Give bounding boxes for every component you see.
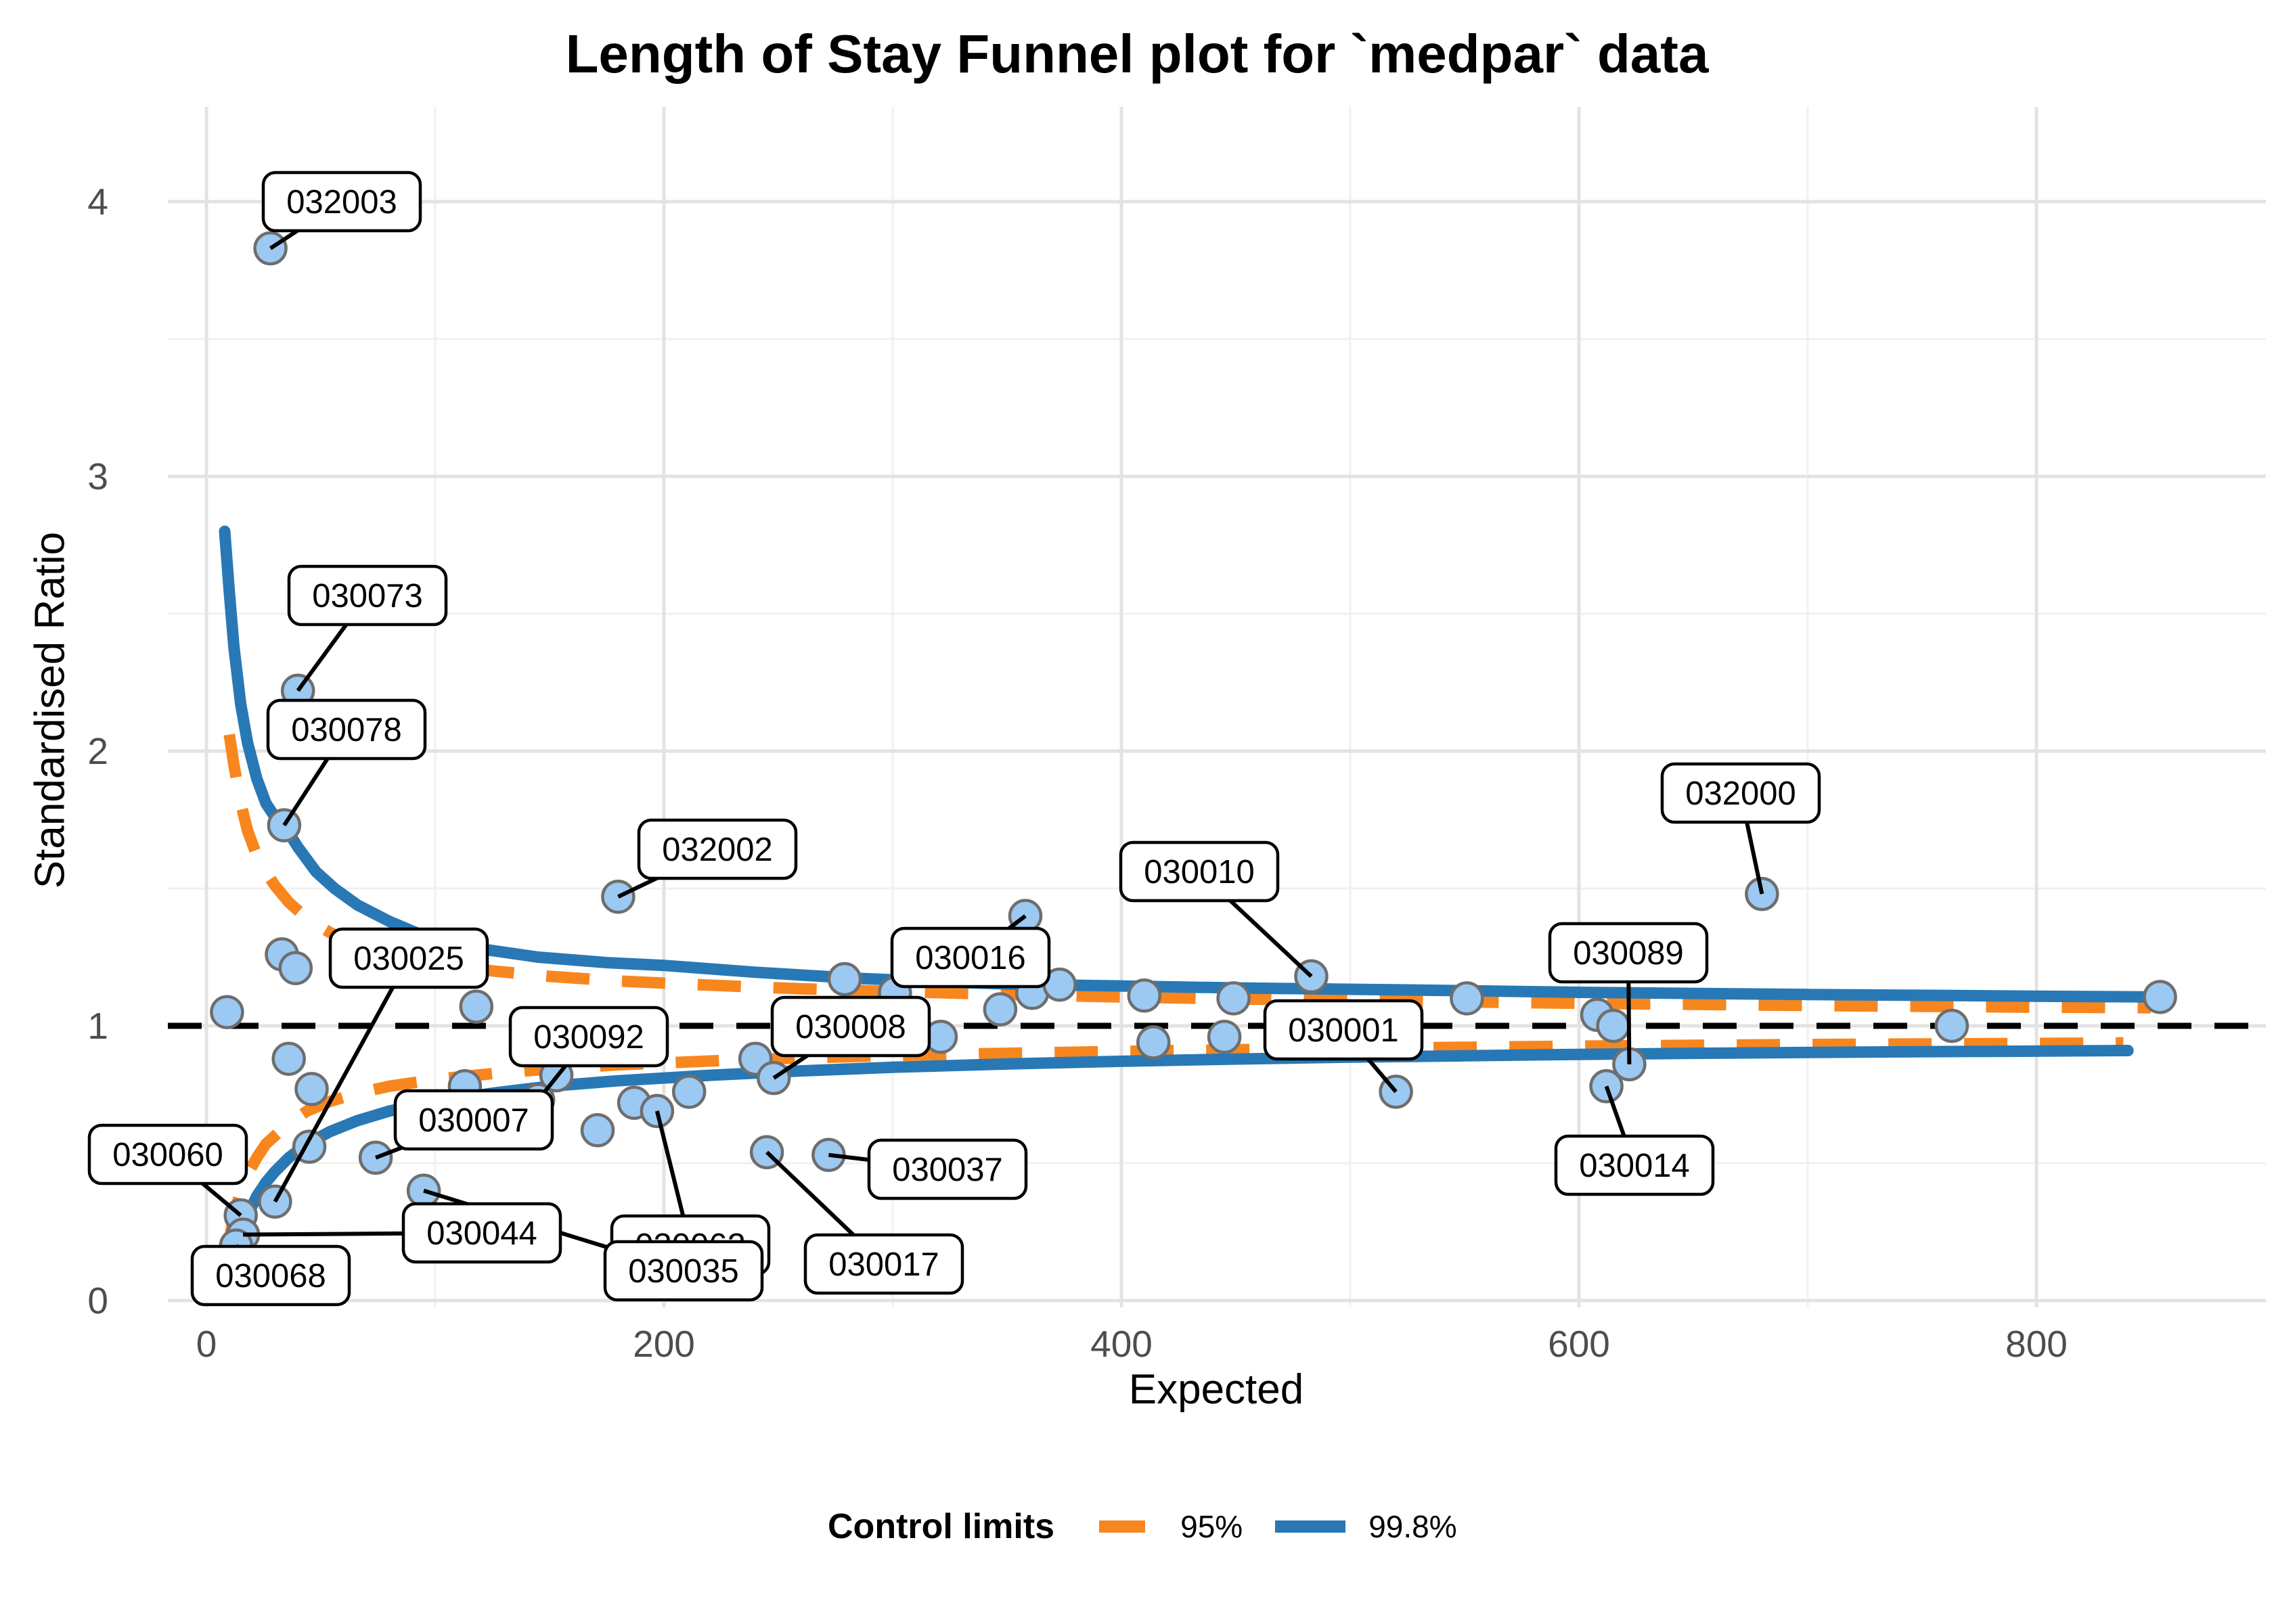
y-tick-label: 1 (87, 1005, 108, 1047)
data-point (253, 231, 288, 266)
data-point (1589, 1069, 1624, 1104)
legend-key-95-dash-icon (1082, 1520, 1163, 1533)
limit-95-lower-curve (223, 1037, 2124, 1242)
point-label-box (328, 927, 489, 989)
point-label-text: 030007 (418, 1102, 529, 1139)
limit-95-upper-curve (223, 734, 2152, 1014)
point-label-text: 030060 (112, 1137, 223, 1173)
data-point (1136, 1025, 1171, 1060)
data-point (827, 962, 862, 997)
data-point (278, 951, 313, 985)
point-label-box (770, 995, 931, 1058)
point-label-box (1119, 840, 1280, 903)
chart-title: Length of Stay Funnel plot for `medpar` … (565, 24, 1709, 84)
point-label-text: 030010 (1144, 854, 1255, 890)
point-label-box (603, 1240, 764, 1302)
limit-998-lower-curve (223, 1045, 2134, 1296)
legend-title: Control limits (828, 1507, 1055, 1546)
legend-label-998: 99.8% (1368, 1509, 1457, 1544)
point-label-box (867, 1138, 1028, 1200)
x-tick-label: 800 (2005, 1323, 2068, 1365)
label-leader-line (273, 957, 411, 1203)
point-label-text: 032003 (286, 184, 397, 221)
data-point (983, 992, 1018, 1027)
point-label-box (508, 1006, 669, 1068)
data-point (580, 1113, 615, 1148)
point-label-text: 030001 (1288, 1012, 1399, 1049)
data-point (1596, 1008, 1630, 1043)
point-label-box (1548, 922, 1709, 984)
data-point (1934, 1008, 1969, 1043)
point-label-box (393, 1089, 554, 1151)
point-label-box (87, 1123, 248, 1186)
point-label-text: 030008 (795, 1009, 906, 1045)
x-axis-title: Expected (1128, 1366, 1304, 1413)
data-point (1450, 981, 1484, 1016)
point-label-text: 030016 (915, 940, 1026, 976)
data-point (1216, 981, 1251, 1016)
point-label-box (1660, 762, 1821, 824)
x-tick-label: 0 (196, 1323, 217, 1365)
legend: Control limits 95% 99.8% (828, 1506, 1457, 1547)
point-label-text: 032002 (662, 832, 773, 868)
point-label-text: 030078 (291, 712, 402, 748)
point-label-box (266, 698, 427, 761)
data-point (294, 1072, 329, 1106)
point-label-box (261, 171, 422, 233)
legend-key-998-solid-icon (1270, 1520, 1351, 1533)
point-label-box (890, 926, 1051, 989)
point-label-text: 030044 (426, 1215, 537, 1252)
data-point (1207, 1019, 1242, 1054)
point-label-text: 030068 (215, 1258, 326, 1294)
x-tick-label: 400 (1090, 1323, 1153, 1365)
x-tick-label: 200 (633, 1323, 695, 1365)
y-tick-label: 0 (87, 1280, 108, 1322)
point-label-text: 032000 (1685, 775, 1796, 812)
point-label-text: 030035 (628, 1253, 739, 1290)
y-axis-title: Standardised Ratio (26, 531, 74, 889)
point-label-box (287, 564, 448, 627)
data-point (601, 879, 636, 914)
x-tick-label: 600 (1548, 1323, 1610, 1365)
data-point (1127, 978, 1162, 1013)
point-label-box (401, 1202, 562, 1264)
data-point (756, 1060, 791, 1096)
point-label-text: 030037 (892, 1152, 1003, 1188)
legend-label-95: 95% (1180, 1509, 1243, 1544)
data-point (271, 1041, 306, 1076)
point-label-box (190, 1244, 351, 1307)
data-point (2143, 980, 2177, 1014)
limit-998-upper-curve (219, 525, 2166, 1003)
data-point (358, 1140, 393, 1175)
y-tick-label: 4 (87, 181, 108, 223)
point-label-text: 030014 (1579, 1148, 1690, 1184)
point-label-text: 030025 (353, 941, 464, 977)
data-point (459, 989, 494, 1024)
data-point (671, 1075, 707, 1109)
point-label-text: 030017 (828, 1246, 939, 1283)
y-tick-label: 2 (87, 730, 108, 772)
point-label-box (1554, 1134, 1715, 1196)
point-label-text: 030092 (533, 1019, 644, 1056)
point-label-box (1263, 999, 1424, 1061)
data-point (210, 995, 244, 1029)
point-label-text: 030089 (1573, 935, 1684, 972)
point-label-text: 030073 (312, 578, 423, 614)
y-tick-label: 3 (87, 455, 108, 497)
point-label-box (637, 818, 798, 880)
point-label-box (803, 1233, 964, 1295)
